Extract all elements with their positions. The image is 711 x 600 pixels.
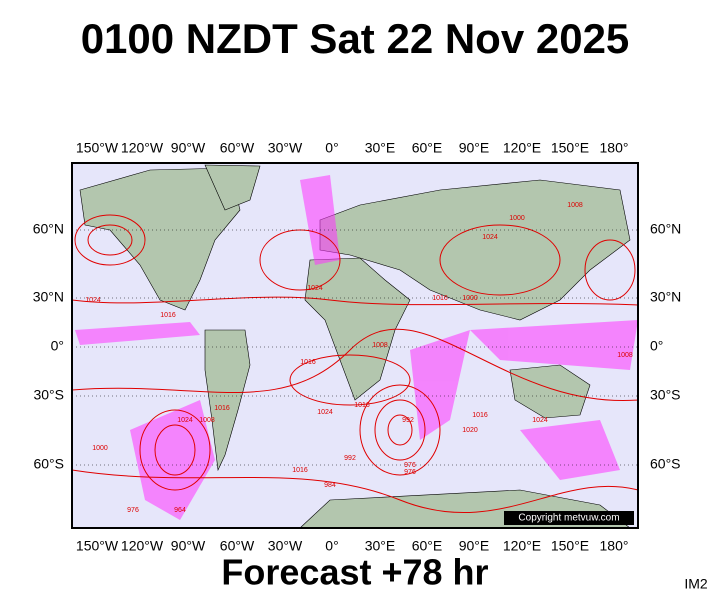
contour-label: 1024	[532, 417, 548, 424]
copyright-box	[504, 511, 634, 525]
contour-label: 1008	[567, 202, 583, 209]
longitude-label: 0°	[325, 140, 338, 156]
longitude-label: 60°E	[412, 140, 443, 156]
title: 0100 NZDT Sat 22 Nov 2025	[81, 15, 630, 62]
contour-label: 992	[402, 417, 414, 424]
longitude-label: 90°W	[171, 538, 206, 554]
latitude-label: 30°S	[650, 387, 681, 403]
longitude-label: 150°E	[551, 538, 589, 554]
contour-label: 976	[404, 462, 416, 469]
latitude-label: 60°N	[650, 221, 681, 237]
contour-label: 992	[344, 455, 356, 462]
contour-label: 1016	[160, 312, 176, 319]
longitude-label: 120°E	[503, 538, 541, 554]
precipitation	[75, 175, 638, 520]
longitude-label: 120°W	[121, 140, 164, 156]
longitude-label: 90°E	[459, 538, 490, 554]
longitude-label: 30°E	[365, 538, 396, 554]
contour-label: 1008	[372, 342, 388, 349]
longitude-label: 150°E	[551, 140, 589, 156]
longitude-label: 180°	[600, 538, 629, 554]
longitude-label: 30°W	[268, 538, 303, 554]
contour-label: 1016	[472, 412, 488, 419]
longitude-label: 180°	[600, 140, 629, 156]
contour-label: 1024	[85, 297, 101, 304]
latitude-label: 30°N	[33, 289, 64, 305]
contour-label: 1000	[92, 445, 108, 452]
contour-label: 1016	[300, 359, 316, 366]
longitude-label: 60°W	[220, 538, 255, 554]
latitude-label: 30°S	[33, 387, 64, 403]
latitude-label: 60°S	[650, 456, 681, 472]
contour-label: 964	[174, 507, 186, 514]
contour-label: 1016	[292, 467, 308, 474]
contour-label: 1000	[509, 215, 525, 222]
contour-label: 1016	[354, 402, 370, 409]
latitude-label: 30°N	[650, 289, 681, 305]
isobars	[71, 214, 639, 514]
map: 1024 1016 1016 1008 1016 1024 1016 992 976 984 100…	[71, 162, 639, 529]
longitude-label: 150°W	[76, 140, 119, 156]
contour-label: 1000	[462, 295, 478, 302]
longitude-label: 90°E	[459, 140, 490, 156]
longitude-label: 30°W	[268, 140, 303, 156]
contour-label: 1024	[482, 234, 498, 241]
longitude-label: 0°	[325, 538, 338, 554]
contour-label: 1016	[432, 295, 448, 302]
copyright: Copyright metvuw.com	[518, 513, 619, 524]
longitude-label: 90°W	[171, 140, 206, 156]
contour-label: 976	[127, 507, 139, 514]
longitude-label: 150°W	[76, 538, 119, 554]
latitude-label: 0°	[650, 338, 663, 354]
contour-label: 1024	[317, 409, 333, 416]
longitude-label: 60°W	[220, 140, 255, 156]
contour-label: 976	[404, 469, 416, 476]
longitude-label: 120°W	[121, 538, 164, 554]
latitude-label: 60°N	[33, 221, 64, 237]
contour-label: 1008	[199, 417, 215, 424]
contour-label: 1024	[307, 285, 323, 292]
latitude-label: 0°	[51, 338, 64, 354]
longitude-label: 30°E	[365, 140, 396, 156]
longitude-label: 60°E	[412, 538, 443, 554]
image-id: IM2	[684, 576, 708, 592]
contour-label: 984	[324, 482, 336, 489]
contour-label: 1024	[177, 417, 193, 424]
contour-label: 1020	[462, 427, 478, 434]
latitude-label: 60°S	[33, 456, 64, 472]
map-frame	[71, 162, 639, 529]
longitude-label: 120°E	[503, 140, 541, 156]
contour-label: 1008	[617, 352, 633, 359]
forecast-label: Forecast +78 hr	[221, 552, 488, 593]
contour-label: 1016	[214, 405, 230, 412]
land	[79, 164, 631, 529]
